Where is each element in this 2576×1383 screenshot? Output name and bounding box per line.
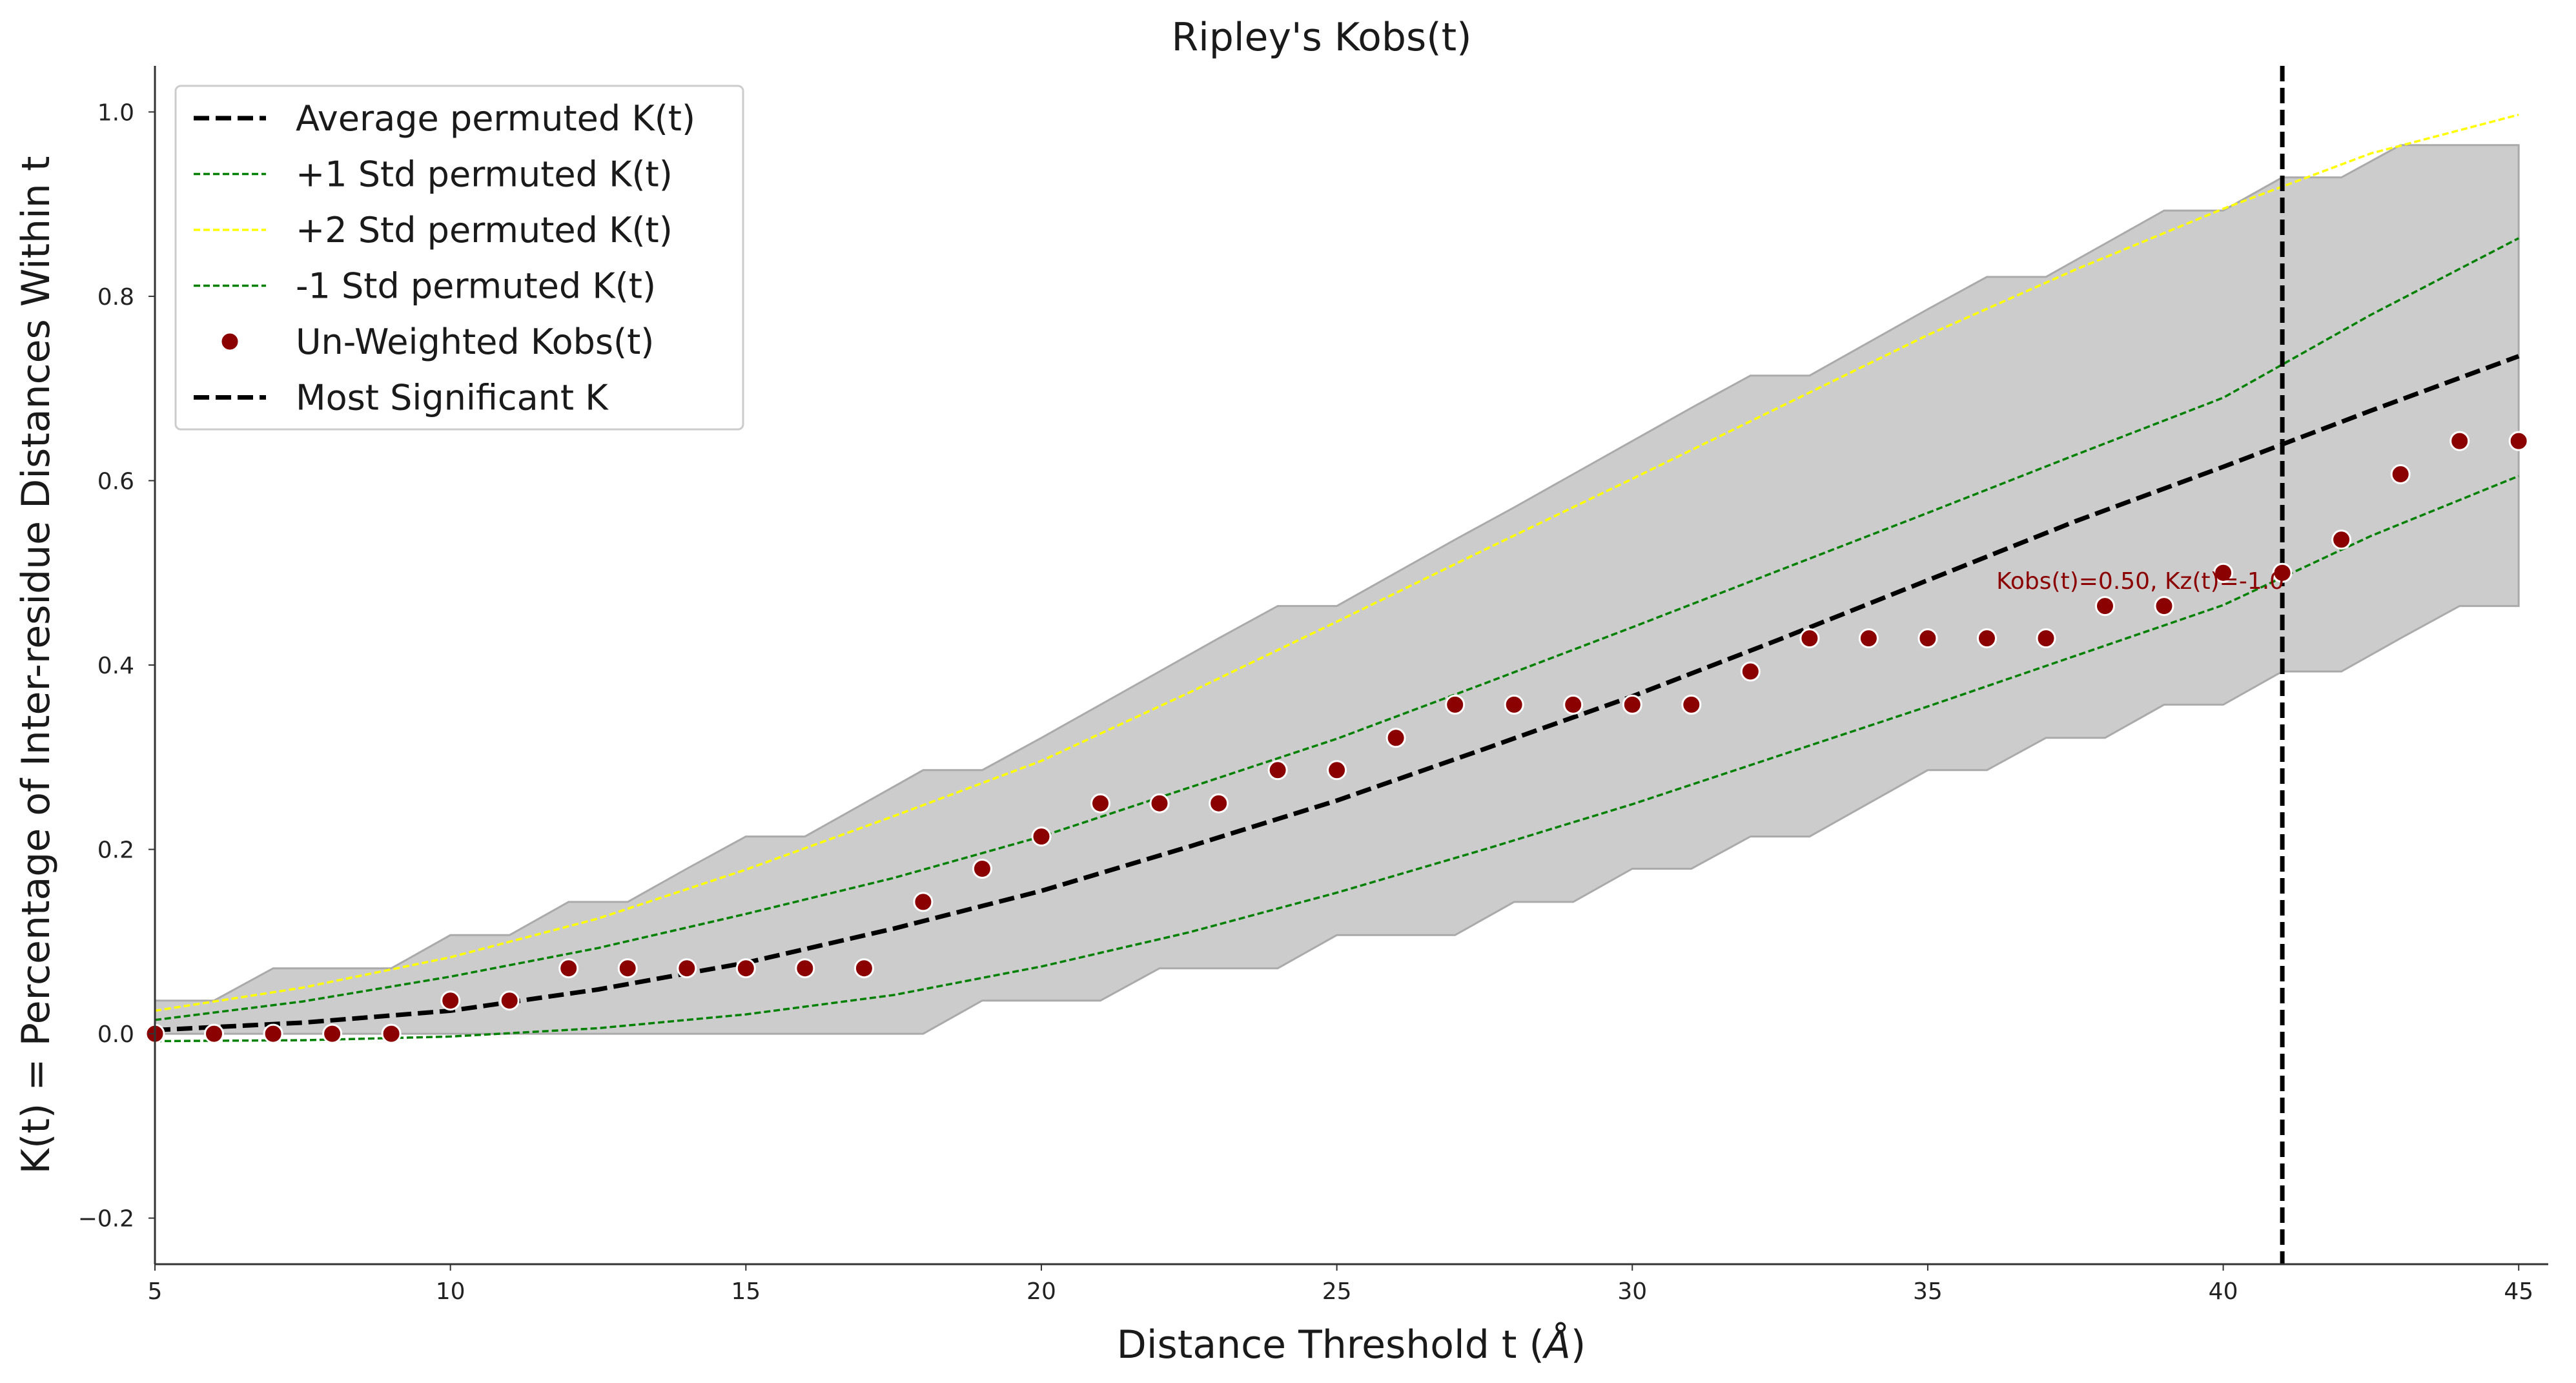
x-axis-title-main: Distance Threshold t (: [1117, 1322, 1544, 1368]
kobs-point: [2449, 431, 2470, 451]
kobs-point: [1681, 694, 1702, 715]
x-tick-label: 15: [731, 1278, 761, 1305]
x-axis-title-unit: Å: [1542, 1322, 1571, 1368]
y-tick-label: 0.2: [97, 837, 134, 864]
kobs-point: [558, 958, 579, 979]
kobs-point: [440, 990, 461, 1011]
y-tick-label: −0.2: [78, 1206, 134, 1233]
x-ticks: 5 10 15 20 25 30 35 40 45: [148, 1264, 2533, 1305]
y-ticks: −0.2 0.0 0.2 0.4 0.6 0.8 1.0: [78, 99, 155, 1233]
permutation-envelope: [154, 144, 2520, 1035]
kobs-point: [2154, 596, 2174, 617]
kobs-point: [1090, 793, 1110, 814]
kobs-point: [499, 990, 520, 1011]
kobs-point: [617, 958, 638, 979]
kobs-point: [2213, 562, 2234, 583]
kobs-point: [677, 958, 697, 979]
kobs-point: [1917, 628, 1938, 649]
legend: Average permuted K(t) +1 Std permuted K(t…: [174, 85, 744, 431]
points-layer: [145, 431, 2529, 1044]
kobs-point: [2508, 431, 2529, 451]
envelope-layer: [154, 144, 2520, 1035]
kobs-point: [2095, 596, 2115, 617]
x-tick-label: 25: [1322, 1278, 1352, 1305]
kobs-point: [795, 958, 815, 979]
kobs-point: [1327, 760, 1347, 781]
kobs-point: [2036, 628, 2056, 649]
y-axis-title: K(t) = Percentage of Inter-residue Dista…: [14, 156, 59, 1174]
kobs-point: [1740, 661, 1761, 682]
y-tick-label: 0.4: [97, 653, 134, 679]
kobs-point: [263, 1023, 283, 1044]
series-line-average-permuted-k-t: [154, 354, 2520, 1032]
annotation-text: Kobs(t)=0.50, Kz(t)=-1.0: [1996, 568, 2284, 595]
kobs-point: [2390, 464, 2411, 484]
kobs-point: [1031, 826, 1052, 847]
y-tick-label: 0.0: [97, 1021, 134, 1048]
kobs-point: [381, 1023, 402, 1044]
legend-label-2-std-permuted-k-t: +2 Std permuted K(t): [296, 210, 673, 251]
kobs-point: [972, 859, 992, 879]
x-tick-label: 20: [1027, 1278, 1056, 1305]
x-tick-label: 30: [1617, 1278, 1647, 1305]
kobs-point: [854, 958, 874, 979]
y-tick-label: 1.0: [97, 99, 134, 126]
y-tick-label: 0.8: [97, 284, 134, 311]
legend-items: Average permuted K(t) +1 Std permuted K(t…: [194, 98, 695, 418]
kobs-point: [1504, 694, 1524, 715]
kobs-point: [1563, 694, 1584, 715]
legend-label-1-std-permuted-k-t: +1 Std permuted K(t): [296, 154, 673, 195]
legend-swatch-un-weighted-kobs-t: [220, 331, 240, 352]
y-tick-label: 0.6: [97, 468, 134, 495]
series-line-1-std-permuted-k-t: [154, 475, 2519, 1043]
x-axis-title: Distance Threshold t (Å): [1117, 1322, 1586, 1368]
chart-title: Ripley's Kobs(t): [1171, 15, 1471, 60]
legend-label-average-permuted-k-t: Average permuted K(t): [296, 98, 695, 139]
kobs-point: [204, 1023, 224, 1044]
kobs-point: [2272, 562, 2293, 583]
kobs-point: [913, 892, 934, 912]
kobs-point: [1385, 728, 1406, 748]
kobs-point: [735, 958, 756, 979]
series-line-2-std-permuted-k-t: [154, 114, 2519, 1012]
kobs-point: [1799, 628, 1820, 649]
kobs-point: [1149, 793, 1170, 814]
legend-label-most-significant-k: Most Significant K: [296, 378, 609, 418]
legend-label-un-weighted-kobs-t: Un-Weighted Kobs(t): [296, 322, 654, 362]
legend-label-1-std-permuted-k-t: -1 Std permuted K(t): [296, 266, 656, 307]
kobs-point: [1267, 760, 1288, 781]
kobs-point: [1622, 694, 1642, 715]
x-axis-title-close: ): [1571, 1322, 1586, 1368]
kobs-point: [2331, 529, 2352, 550]
x-tick-label: 40: [2209, 1278, 2238, 1305]
kobs-point: [322, 1023, 343, 1044]
x-tick-label: 10: [436, 1278, 465, 1305]
x-tick-label: 45: [2504, 1278, 2533, 1305]
kobs-point: [1209, 793, 1229, 814]
legend-box: [174, 85, 744, 431]
kobs-point: [1858, 628, 1879, 649]
series-line-1-std-permuted-k-t: [154, 237, 2520, 1021]
kobs-point: [1445, 694, 1466, 715]
x-tick-label: 5: [148, 1278, 163, 1305]
series-layer: [154, 114, 2520, 1043]
x-tick-label: 35: [1913, 1278, 1943, 1305]
kobs-point: [1977, 628, 1997, 649]
